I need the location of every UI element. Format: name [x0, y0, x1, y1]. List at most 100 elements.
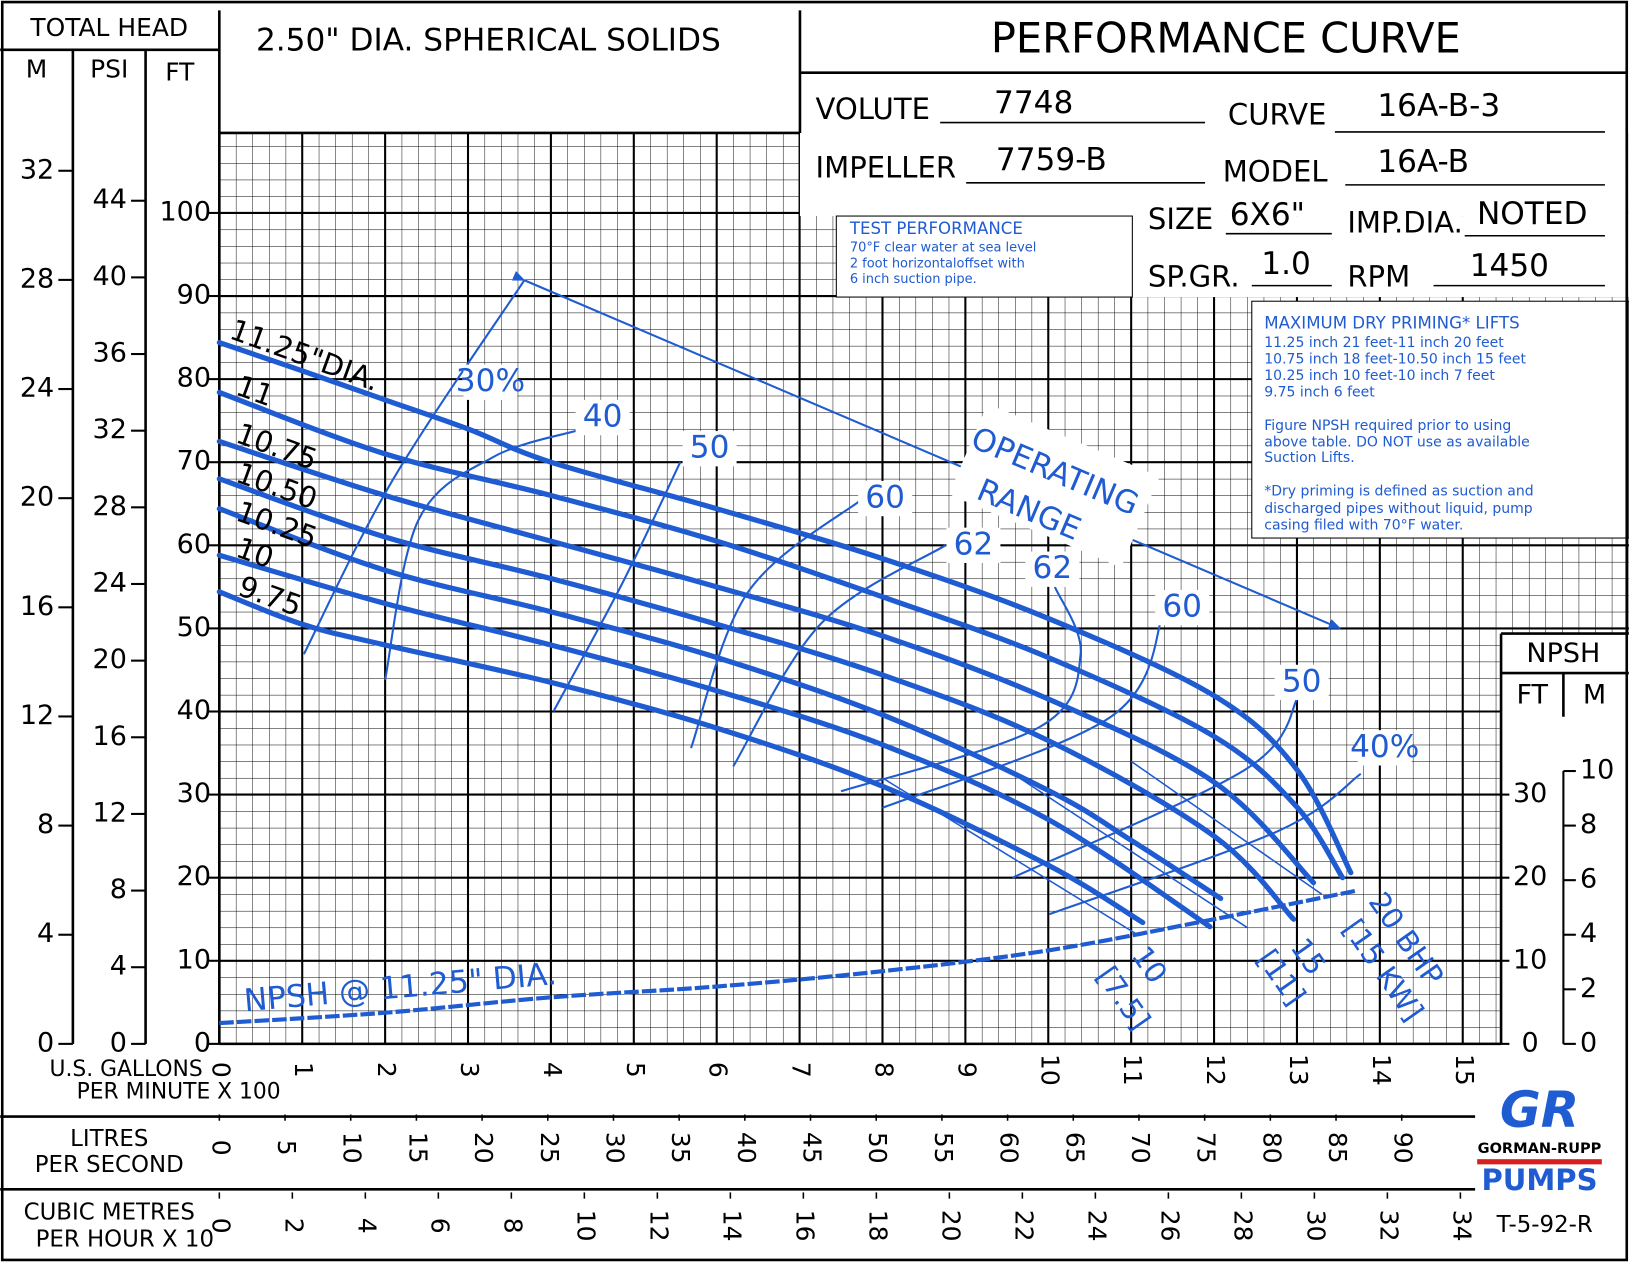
priming-note: 11.25 inch 21 feet-11 inch 20 feet	[1264, 335, 1504, 351]
head-curve	[216, 552, 1213, 930]
efficiency-curve	[302, 279, 526, 655]
efficiency-label: 40%	[1350, 729, 1419, 765]
y-tick-label: 90	[177, 280, 211, 311]
priming-note: discharged pipes without liquid, pump	[1264, 501, 1533, 517]
m-tick-label: 4	[37, 918, 54, 949]
priming-note: above table. DO NOT use as available	[1264, 434, 1530, 450]
ft-axis-label: FT	[165, 58, 195, 87]
y-tick-label: 40	[177, 695, 211, 726]
x2-tick-label: 85	[1323, 1132, 1352, 1164]
npsh-m-tick-label: 8	[1580, 809, 1597, 840]
x-tick-label: 15	[1450, 1054, 1479, 1086]
label-bg	[946, 527, 1001, 563]
m-tick-label: 12	[20, 700, 54, 731]
x-tick-label: 12	[1201, 1054, 1230, 1086]
logo-pumps: PUMPS	[1481, 1163, 1597, 1197]
field-label: SP.GR.	[1148, 259, 1240, 293]
x-tick-label: 2	[372, 1062, 401, 1078]
drawing-number: T-5-92-R	[1496, 1212, 1593, 1238]
x-tick-label: 7	[787, 1062, 816, 1078]
x2-tick-label: 10	[338, 1132, 367, 1164]
priming-note: Figure NPSH required prior to using	[1264, 418, 1511, 434]
label-bg	[858, 480, 913, 517]
x2-tick-label: 10	[571, 1210, 600, 1242]
label-bg	[1357, 730, 1412, 766]
npsh-m-tick-label: 4	[1580, 918, 1597, 949]
y-tick-label: 50	[177, 612, 211, 643]
x2-tick-label: 2	[279, 1218, 308, 1234]
label-bg	[682, 431, 737, 467]
bhp-line	[1006, 769, 1248, 929]
bhp-line	[1130, 760, 1323, 895]
head-curve	[216, 589, 1146, 926]
x2-tick-label: 8	[498, 1218, 527, 1234]
x2-tick-label: 30	[600, 1132, 629, 1164]
psi-tick-label: 40	[93, 261, 127, 292]
field-label: IMP.DIA.	[1347, 205, 1463, 239]
m-tick-label: 16	[20, 591, 54, 622]
x2-tick-label: 15	[403, 1132, 432, 1164]
x2-tick-label: 80	[1257, 1132, 1286, 1164]
x2-tick-label: 6	[425, 1218, 454, 1234]
x2-tick-label: 45	[798, 1132, 827, 1164]
npsh-axis-bg	[1501, 633, 1629, 1044]
x2-tick-label: 20	[469, 1132, 498, 1164]
x-tick-label: 8	[869, 1062, 898, 1078]
x-tick-label: 9	[952, 1062, 981, 1078]
x2-tick-label: 28	[1228, 1210, 1257, 1242]
x-axis-label: U.S. GALLONS	[50, 1057, 203, 1082]
x2-tick-label: 0	[206, 1218, 235, 1234]
psi-axis-label: PSI	[90, 55, 128, 84]
npsh-m-tick-label: 2	[1580, 973, 1597, 1004]
x2-tick-label: 25	[535, 1132, 564, 1164]
x-tick-label: 0	[206, 1062, 235, 1078]
x-tick-label: 6	[704, 1062, 733, 1078]
lps-axis-label: PER SECOND	[35, 1152, 184, 1178]
field-label: VOLUTE	[816, 92, 930, 126]
npsh-m-tick-label: 10	[1580, 755, 1614, 786]
x2-tick-label: 14	[717, 1210, 746, 1242]
x2-tick-label: 5	[272, 1140, 301, 1156]
x2-tick-label: 75	[1192, 1132, 1221, 1164]
lps-axis-label: LITRES	[70, 1126, 148, 1152]
efficiency-label: 60	[865, 480, 905, 516]
label-bg	[1155, 589, 1210, 626]
priming-note: 9.75 inch 6 feet	[1264, 385, 1375, 401]
m-axis-label: M	[26, 55, 47, 84]
field-value: 1.0	[1261, 246, 1311, 282]
head-curve	[216, 506, 1224, 902]
npsh-ft-tick-label: 30	[1513, 778, 1547, 809]
x-tick-label: 4	[538, 1062, 567, 1078]
field-value: 1450	[1470, 248, 1549, 284]
x2-tick-label: 40	[732, 1132, 761, 1164]
x2-tick-label: 4	[352, 1218, 381, 1234]
npsh-ft-tick-label: 10	[1513, 944, 1547, 975]
field-value: 16A-B-3	[1377, 88, 1500, 124]
psi-tick-label: 12	[93, 797, 127, 828]
subtitle: 2.50" DIA. SPHERICAL SOLIDS	[256, 23, 721, 59]
psi-tick-label: 16	[93, 721, 127, 752]
efficiency-curve	[1048, 772, 1362, 916]
x2-tick-label: 16	[790, 1210, 819, 1242]
test-note: 70°F clear water at sea level	[850, 241, 1037, 256]
npsh-ft-label: FT	[1516, 679, 1548, 710]
x2-tick-label: 50	[863, 1132, 892, 1164]
bhp-line	[882, 777, 1140, 937]
psi-tick-label: 44	[93, 184, 127, 215]
psi-tick-label: 32	[93, 414, 127, 445]
x2-tick-label: 34	[1447, 1210, 1476, 1242]
logo-mark: GR	[1500, 1081, 1579, 1139]
y-tick-label: 80	[177, 363, 211, 394]
y-axis-title: TOTAL HEAD	[29, 13, 188, 42]
x2-tick-label: 65	[1060, 1132, 1089, 1164]
logo-name: GORMAN-RUPP	[1478, 1141, 1602, 1157]
psi-tick-label: 0	[110, 1027, 127, 1058]
psi-tick-label: 20	[93, 644, 127, 675]
x2-tick-label: 18	[863, 1210, 892, 1242]
psi-tick-label: 4	[110, 951, 127, 982]
field-label: CURVE	[1228, 97, 1326, 131]
m3h-axis-label: PER HOUR X 10	[36, 1227, 214, 1253]
x2-tick-label: 70	[1126, 1132, 1155, 1164]
